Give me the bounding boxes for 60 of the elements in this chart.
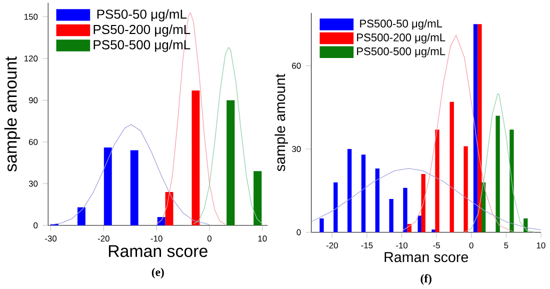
line-series	[464, 93, 534, 232]
bar	[157, 216, 166, 226]
bar	[421, 174, 426, 232]
line-series	[193, 46, 263, 224]
bar	[473, 24, 478, 232]
y-tick-label: 0	[34, 222, 38, 228]
bar	[450, 102, 454, 232]
bar	[192, 90, 200, 226]
legend-label: PS500-500 μg/mL	[357, 46, 446, 58]
x-tick-label: -30	[45, 235, 57, 242]
bar	[347, 148, 352, 232]
y-tick-label: 90	[28, 97, 38, 104]
x-axis-title: Raman score	[108, 245, 208, 257]
legend-label: PS50-200 μg/mL	[94, 24, 190, 37]
x-tick-label: -20	[326, 242, 338, 248]
y-axis-title: sample amount	[274, 74, 288, 172]
bar	[361, 154, 366, 232]
legend-label: PS500-50 μg/mL	[360, 19, 442, 30]
x-tick-label: 0	[207, 235, 212, 242]
y-tick-label: 60	[292, 62, 301, 69]
bar	[320, 218, 324, 232]
x-tick-label: 5	[504, 242, 508, 248]
y-tick-label: 60	[28, 138, 38, 145]
bar	[403, 188, 408, 232]
legend-label: PS50-500 μg/mL	[94, 40, 190, 52]
x-tick-label: -20	[98, 235, 110, 242]
bar	[478, 24, 482, 232]
line-series	[310, 168, 542, 230]
bar	[510, 129, 514, 232]
bar	[375, 168, 380, 232]
x-tick-label: 10	[258, 235, 267, 242]
x-axis-title: Raman score	[384, 252, 468, 262]
bar	[334, 182, 338, 232]
bar	[130, 150, 138, 226]
bar	[432, 229, 436, 232]
legend-label: PS500-200 μg/mL	[357, 33, 446, 44]
y-tick-label: 30	[28, 180, 38, 187]
y-axis-title: sample amount	[4, 56, 20, 172]
bar	[254, 171, 262, 226]
x-tick-label: -10	[396, 242, 408, 248]
legend-label: PS50-50 μg/mL	[97, 9, 187, 22]
y-tick-label: 150	[24, 14, 38, 20]
y-tick-label: 30	[292, 146, 301, 152]
x-tick-label: -5	[433, 242, 440, 248]
bar	[77, 207, 86, 226]
x-tick-label: -10	[150, 235, 162, 242]
bar	[104, 147, 112, 226]
x-tick-label: 10	[536, 242, 546, 248]
bar	[226, 100, 235, 226]
bar	[389, 198, 394, 232]
bar	[435, 129, 440, 232]
bar	[464, 146, 468, 232]
text: (f)	[420, 274, 432, 285]
x-tick-label: -15	[361, 242, 373, 248]
y-tick-label: 0	[296, 229, 301, 236]
line-series	[50, 124, 210, 225]
y-tick-label: 120	[24, 55, 38, 62]
text: (e)	[152, 268, 164, 278]
x-tick-label: 0	[469, 242, 474, 248]
bar	[496, 116, 500, 232]
